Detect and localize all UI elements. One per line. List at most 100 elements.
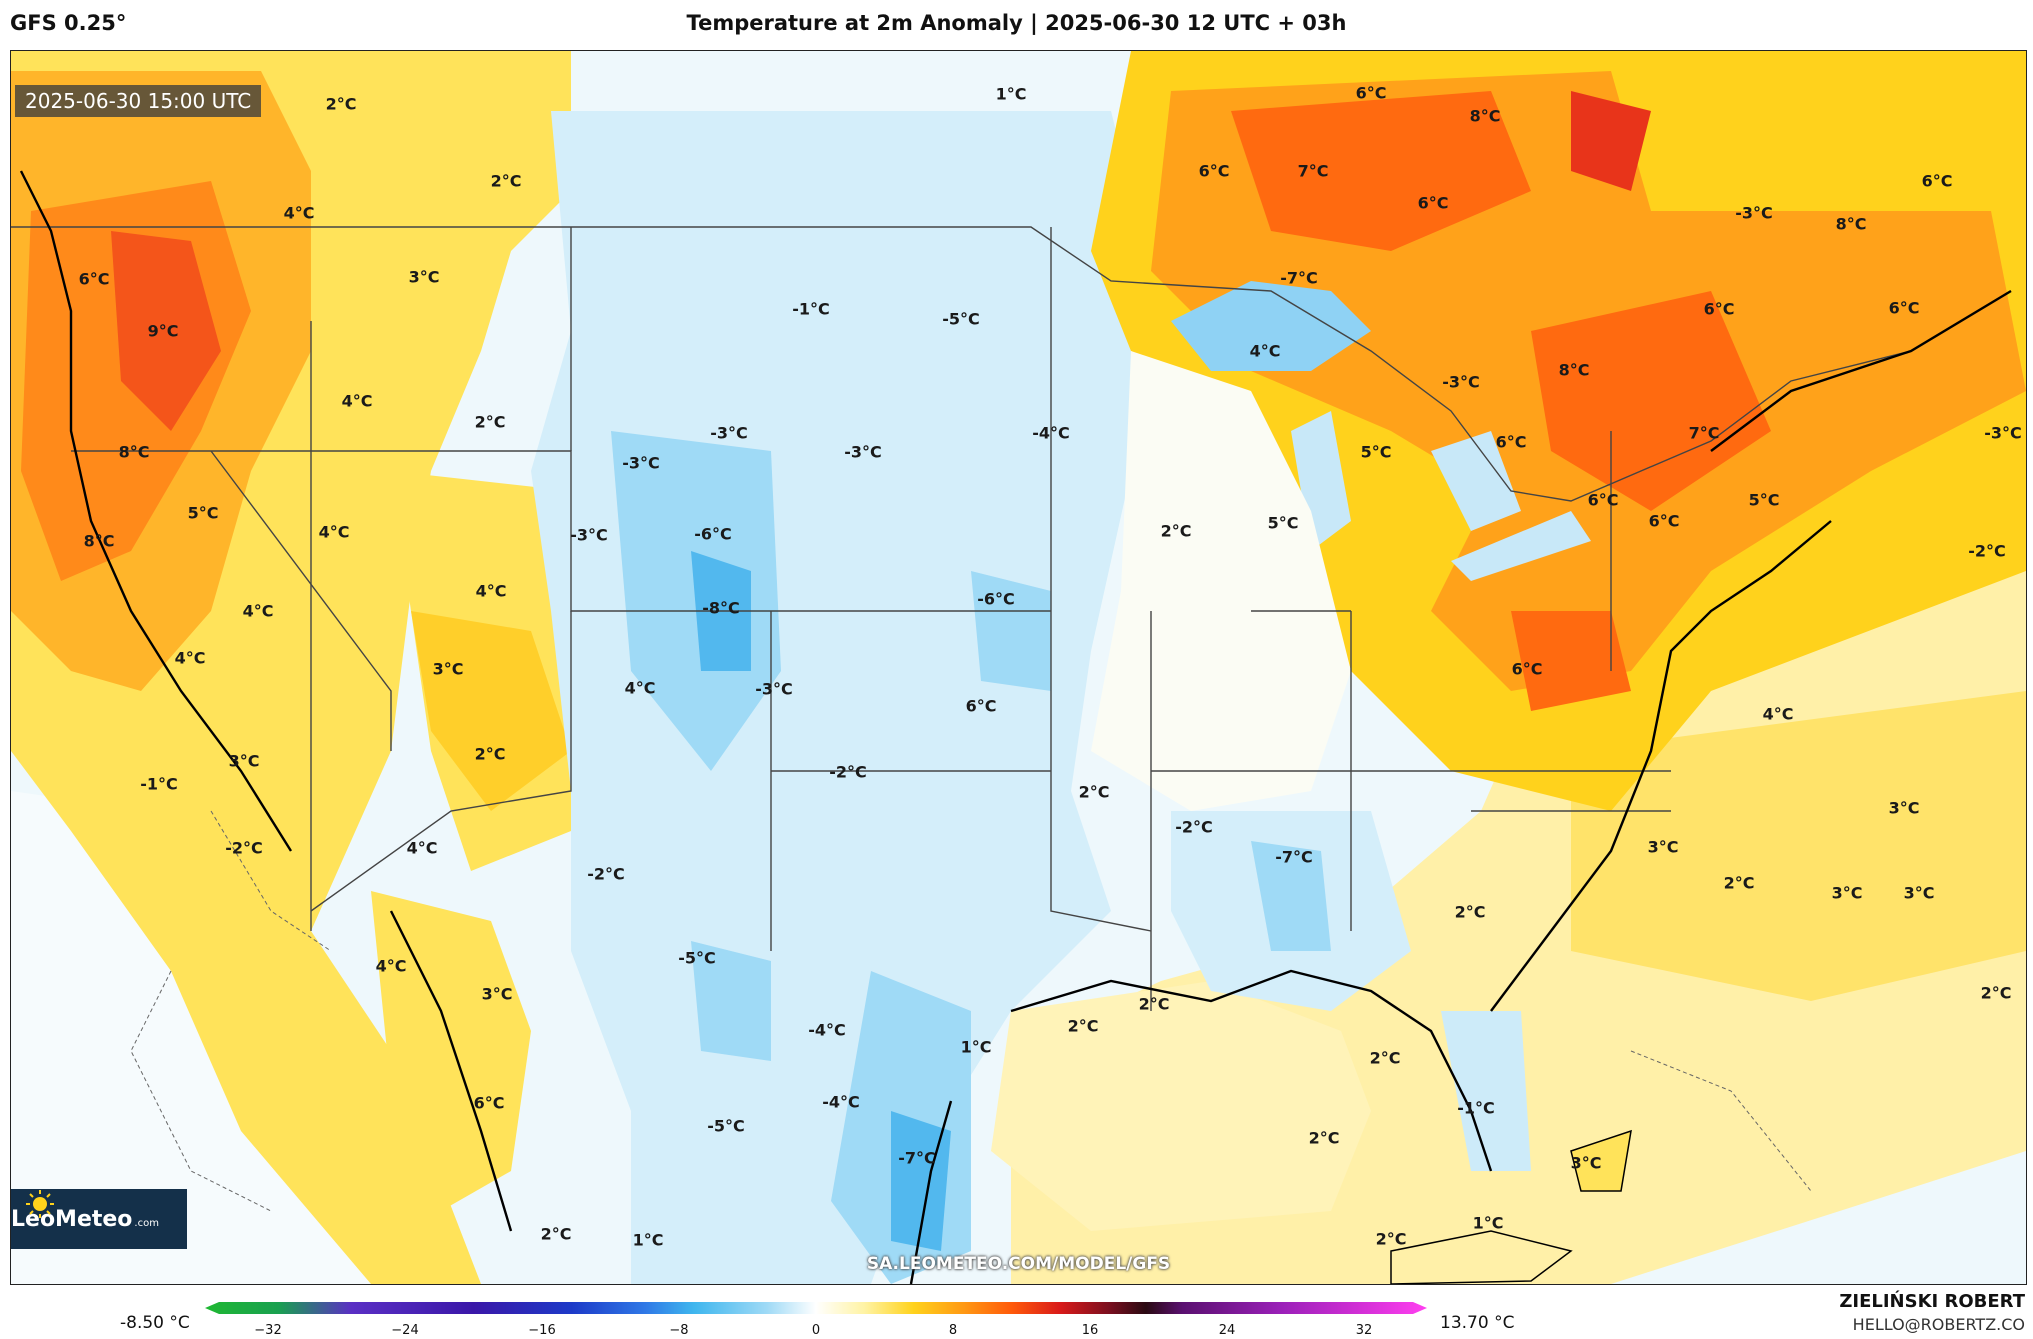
map-label: -4°C xyxy=(822,1092,860,1112)
logo-domain: .com xyxy=(134,1217,159,1229)
colorbar-min-label: -8.50 °C xyxy=(120,1313,190,1333)
map-label: -3°C xyxy=(710,423,748,443)
map-label: -5°C xyxy=(707,1116,745,1136)
map-label: 6°C xyxy=(1648,511,1680,531)
map-label: 3°C xyxy=(432,659,464,679)
map-label: -2°C xyxy=(829,762,867,782)
colorbar-tick: 0 xyxy=(811,1323,821,1338)
map-label: -2°C xyxy=(1968,541,2006,561)
map-label: 6°C xyxy=(965,696,997,716)
author-name: ZIELIŃSKI ROBERT xyxy=(1839,1291,2025,1312)
map-label: -5°C xyxy=(942,309,980,329)
map-label: -3°C xyxy=(844,442,882,462)
map-label: -4°C xyxy=(808,1020,846,1040)
map-label: 5°C xyxy=(1748,490,1780,510)
map-label: 4°C xyxy=(406,838,438,858)
map-label: -6°C xyxy=(694,524,732,544)
map-label: -3°C xyxy=(570,525,608,545)
map-label: 3°C xyxy=(1903,883,1935,903)
colorbar-tick: −24 xyxy=(391,1323,419,1338)
map-label: -7°C xyxy=(1280,268,1318,288)
map-label: 3°C xyxy=(481,984,513,1004)
map-label: -3°C xyxy=(1442,372,1480,392)
colorbar-tick: −8 xyxy=(669,1323,689,1338)
map-label: 2°C xyxy=(1067,1016,1099,1036)
map-label: -2°C xyxy=(587,864,625,884)
map-label: 6°C xyxy=(1888,298,1920,318)
map-label: 5°C xyxy=(187,503,219,523)
sun-icon xyxy=(26,1190,54,1218)
map-label: 1°C xyxy=(632,1230,664,1250)
map-label: -2°C xyxy=(1175,817,1213,837)
map-label: -7°C xyxy=(1275,847,1313,867)
coastlines xyxy=(19,170,2012,1284)
map-label: -6°C xyxy=(977,589,1015,609)
map-label: 2°C xyxy=(1308,1128,1340,1148)
map-label: 7°C xyxy=(1688,423,1720,443)
map-label: 4°C xyxy=(242,601,274,621)
map-label: 4°C xyxy=(283,203,315,223)
map-label: 4°C xyxy=(318,522,350,542)
logo-name: LeoMeteo xyxy=(11,1206,133,1232)
map-title: Temperature at 2m Anomaly | 2025-06-30 1… xyxy=(686,11,1347,35)
map-label: 6°C xyxy=(1921,171,1953,191)
map-label: -3°C xyxy=(1984,423,2022,443)
map-label: 4°C xyxy=(174,648,206,668)
map-label: 3°C xyxy=(1831,883,1863,903)
map-label: 5°C xyxy=(1360,442,1392,462)
model-name: GFS 0.25° xyxy=(10,11,127,35)
map-label: 4°C xyxy=(475,581,507,601)
colorbar-tick: −16 xyxy=(528,1323,556,1338)
map-label: 2°C xyxy=(325,94,357,114)
map-label: -8°C xyxy=(702,598,740,618)
map-label: 3°C xyxy=(1647,837,1679,857)
borders xyxy=(11,226,1912,1011)
map-label: 4°C xyxy=(375,956,407,976)
map-label: 6°C xyxy=(1587,490,1619,510)
colorbar-tick: 24 xyxy=(1218,1323,1236,1338)
map-label: 2°C xyxy=(540,1224,572,1244)
colorbar xyxy=(205,1302,1427,1314)
map-label: 4°C xyxy=(624,678,656,698)
map-label: 6°C xyxy=(1495,432,1527,452)
map-label: 8°C xyxy=(1835,214,1867,234)
colorbar-tick: 16 xyxy=(1081,1323,1099,1338)
map-label: 3°C xyxy=(1888,798,1920,818)
map-label: 6°C xyxy=(1355,83,1387,103)
map-label: 5°C xyxy=(1267,513,1299,533)
map-label: -3°C xyxy=(755,679,793,699)
map-label: 6°C xyxy=(1511,659,1543,679)
map-label: 3°C xyxy=(1570,1153,1602,1173)
map-label: 7°C xyxy=(1297,161,1329,181)
map-label: 2°C xyxy=(1454,902,1486,922)
map-label: 2°C xyxy=(1375,1229,1407,1249)
leometeo-logo[interactable]: LeoMeteo .com xyxy=(11,1189,187,1249)
map-label: 2°C xyxy=(1160,521,1192,541)
colorbar-tick: 8 xyxy=(948,1323,958,1338)
source-url[interactable]: SA.LEOMETEO.COM/MODEL/GFS xyxy=(866,1254,1171,1274)
map-label: 6°C xyxy=(473,1093,505,1113)
map-label: -1°C xyxy=(1457,1098,1495,1118)
map-label: 3°C xyxy=(408,267,440,287)
map-label: 4°C xyxy=(341,391,373,411)
colorbar-tick: −32 xyxy=(254,1323,282,1338)
map-label: 2°C xyxy=(1078,782,1110,802)
map-label: 6°C xyxy=(1198,161,1230,181)
map-label: -1°C xyxy=(140,774,178,794)
author-email[interactable]: HELLO@ROBERTZ.CO xyxy=(1852,1315,2025,1334)
map-label: -1°C xyxy=(792,299,830,319)
map-label: 1°C xyxy=(960,1037,992,1057)
map-panel[interactable]: 2025-06-30 15:00 UTC 2°C 1°C 2°C 4°C 6°C… xyxy=(10,50,2027,1285)
map-label: 2°C xyxy=(1138,994,1170,1014)
map-label: 1°C xyxy=(995,84,1027,104)
map-label: -4°C xyxy=(1032,423,1070,443)
colorbar-max-label: 13.70 °C xyxy=(1440,1313,1515,1333)
map-label: -3°C xyxy=(1735,203,1773,223)
map-label: 8°C xyxy=(118,442,150,462)
valid-time-badge: 2025-06-30 15:00 UTC xyxy=(15,85,262,117)
map-label: -7°C xyxy=(898,1148,936,1168)
map-label: 2°C xyxy=(474,412,506,432)
map-label: -3°C xyxy=(622,453,660,473)
map-label: 6°C xyxy=(1703,299,1735,319)
map-label: 8°C xyxy=(1469,106,1501,126)
